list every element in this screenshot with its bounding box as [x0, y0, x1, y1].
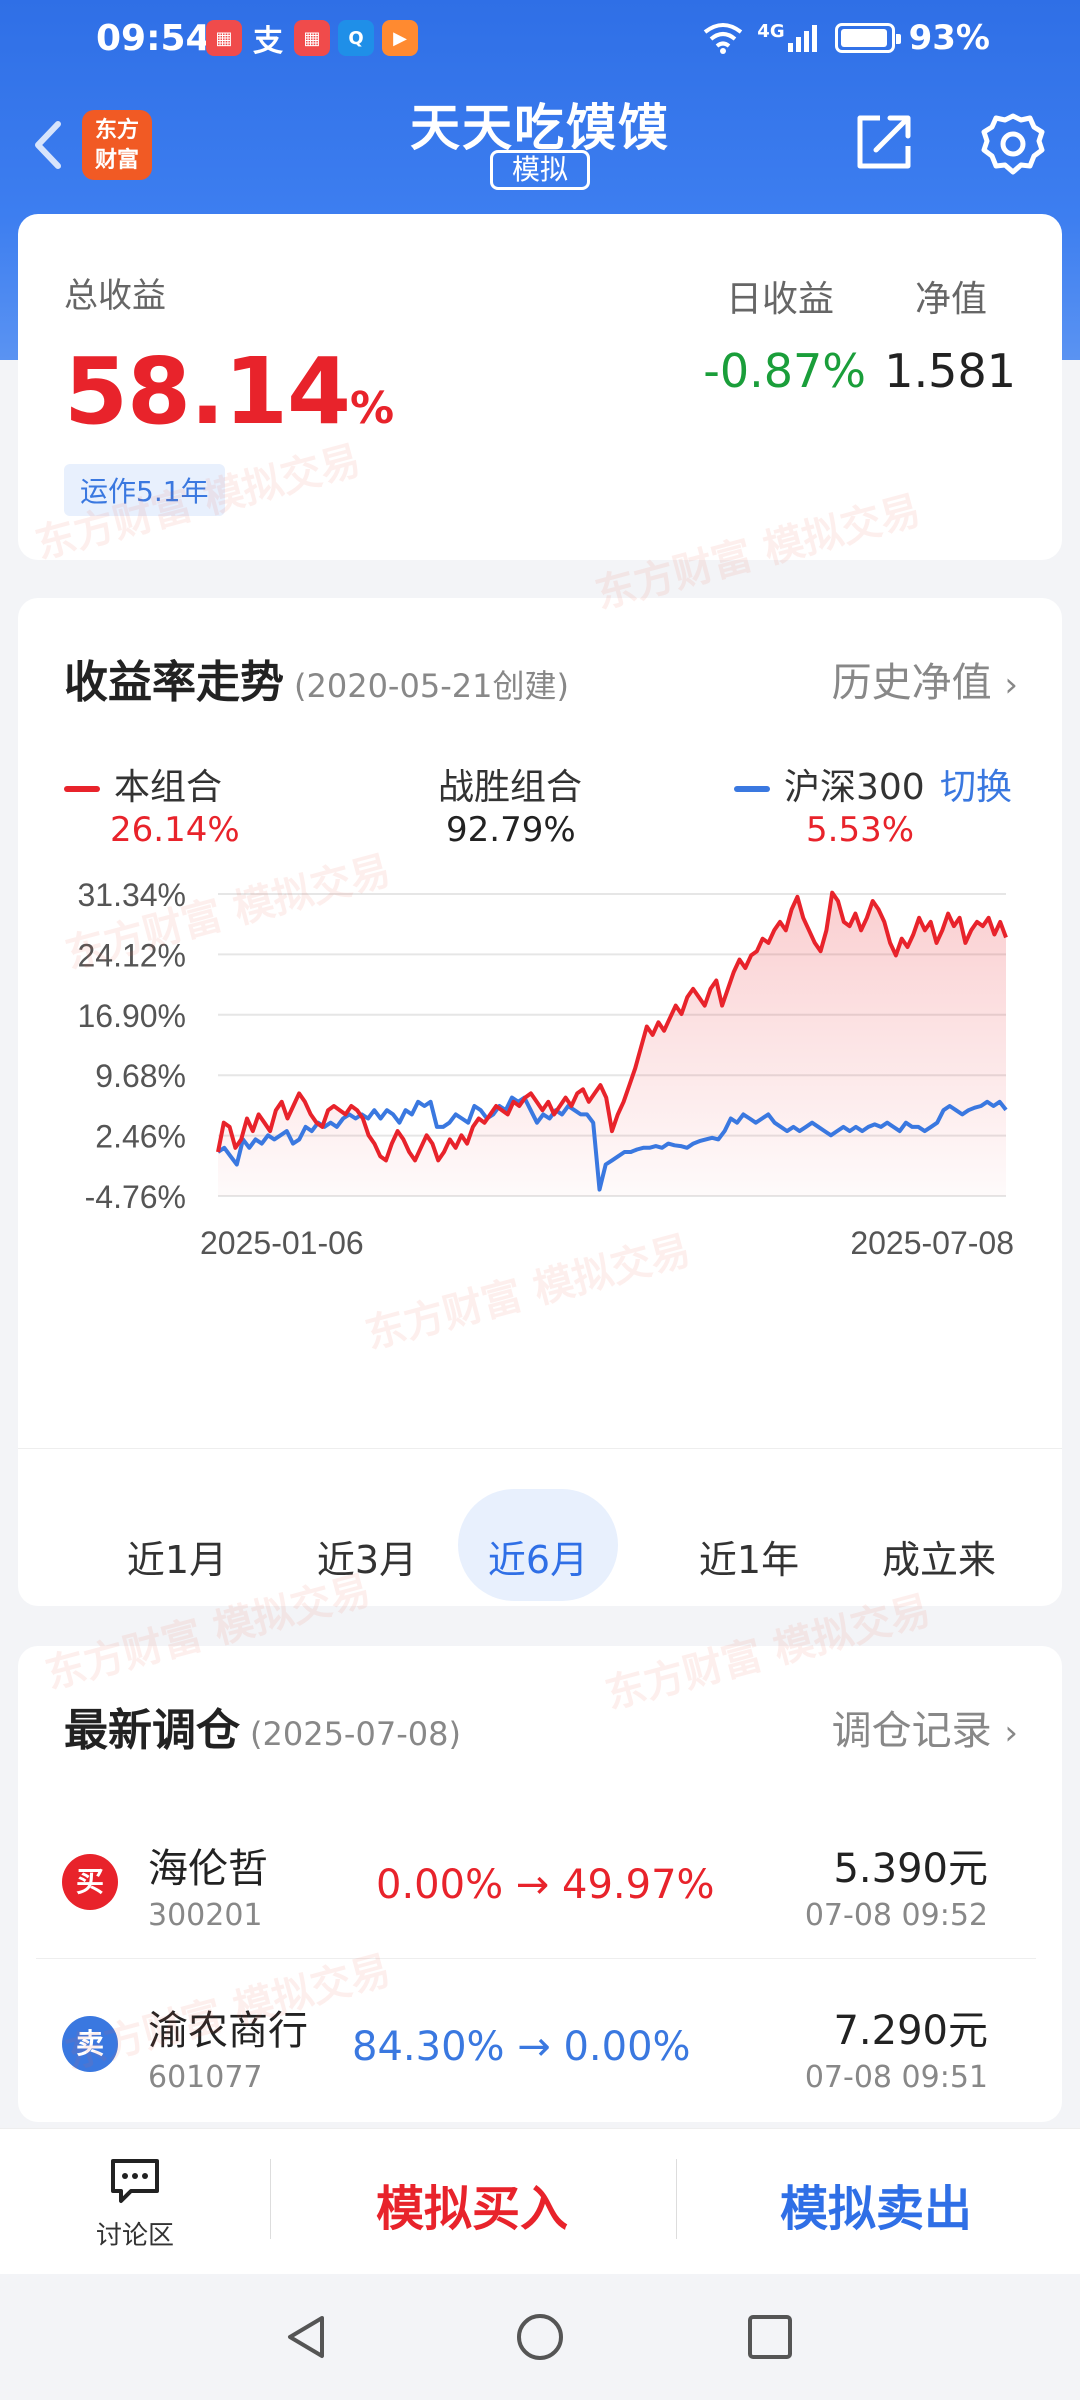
trend-title: 收益率走势 (2020-05-21创建): [64, 657, 569, 708]
legend-index: 沪深300: [734, 758, 925, 810]
y-tick-label: 24.12%: [77, 937, 186, 973]
status-bar: 09:54 ▦ 支 ▦ Q ▶ 4G 93%: [0, 0, 1080, 80]
battery-percent: 93%: [908, 18, 990, 58]
y-tick-label: 2.46%: [95, 1119, 186, 1155]
legend-beat: 战胜组合: [438, 767, 583, 808]
return-chart: 31.34% 24.12% 16.90% 9.68% 2.46% -4.76% 2025-…: [77, 877, 1014, 1261]
system-nav-bar: [0, 2274, 1080, 2400]
y-tick-label: 16.90%: [77, 998, 186, 1034]
alipay-icon: 支: [253, 24, 283, 59]
huawei-app-icon: ▦: [294, 20, 330, 56]
total-return-label: 总收益: [64, 276, 166, 316]
range-6m[interactable]: 近6月: [487, 1538, 589, 1582]
series-area-mine: [218, 892, 1006, 1196]
range-selector: 近1月 近3月 近6月 近1年 成立来: [18, 1448, 1062, 1648]
net-value-label: 净值: [915, 279, 988, 320]
position-change: 84.30% → 0.00%: [352, 2024, 691, 2070]
nav-recents-icon[interactable]: [745, 2312, 795, 2362]
legend-blue-line: [734, 786, 770, 792]
trade-row[interactable]: 卖 渝农商行 601077 84.30% → 0.00% 7.290元 07-0…: [18, 1968, 1062, 2128]
rebalance-title: 最新调仓 (2025-07-08): [64, 1705, 461, 1756]
position-change: 0.00% → 49.97%: [376, 1862, 715, 1908]
battery-icon: [834, 23, 901, 53]
page-title: 天天吃馍馍: [410, 99, 670, 157]
back-icon[interactable]: [20, 110, 80, 180]
simulate-sell-button[interactable]: 模拟卖出: [779, 2181, 972, 2237]
run-duration-tag: 运作5.1年: [64, 464, 225, 516]
status-right: 4G 93%: [703, 18, 990, 58]
active-range-highlight: [458, 1489, 618, 1601]
video-app-icon: ▶: [382, 20, 418, 56]
chevron-right-icon: ›: [1004, 665, 1018, 705]
chat-bubble-icon: [111, 2159, 159, 2203]
x-tick-end: 2025-07-08: [850, 1225, 1014, 1261]
daily-return-value: -0.87%: [703, 344, 866, 398]
bottom-action-bar: 讨论区 模拟买入 模拟卖出: [0, 2128, 1080, 2274]
nav-back-icon[interactable]: [282, 2312, 332, 2362]
range-since-inception[interactable]: 成立来: [881, 1538, 996, 1582]
chevron-right-icon: ›: [1004, 1713, 1018, 1753]
huawei-app-icon: ▦: [206, 20, 242, 56]
settings-gear-icon[interactable]: [978, 110, 1048, 180]
signal-icon: [787, 25, 817, 52]
stock-code: 300201: [148, 1898, 263, 1933]
rebalance-history-link[interactable]: 调仓记录 ›: [831, 1708, 1018, 1754]
history-nav-link[interactable]: 历史净值 ›: [831, 660, 1018, 706]
status-time: 09:54: [96, 18, 211, 59]
stock-name: 海伦哲: [148, 1846, 268, 1892]
series-line-mine: [216, 890, 1008, 1163]
range-1y[interactable]: 近1年: [698, 1538, 800, 1582]
trend-card: 收益率走势 (2020-05-21创建) 历史净值 › 本组合 26.14% 战胜…: [18, 598, 1062, 1606]
sell-badge-icon: 卖: [62, 2016, 118, 2072]
divider: [676, 2159, 677, 2239]
daily-return-label: 日收益: [726, 279, 835, 320]
rebalance-card: 最新调仓 (2025-07-08) 调仓记录 › 买 海伦哲 300201 0.0…: [18, 1646, 1062, 2122]
trade-price: 7.290元: [833, 2008, 988, 2054]
buy-badge-icon: 买: [62, 1854, 118, 1910]
wifi-icon: [704, 23, 743, 54]
simulation-tag: 模拟: [490, 150, 590, 190]
notification-icons: ▦ 支 ▦ Q ▶: [206, 20, 418, 59]
x-tick-start: 2025-01-06: [200, 1225, 364, 1261]
y-tick-label: 31.34%: [77, 877, 186, 913]
legend-index-value: 5.53%: [806, 810, 915, 850]
series-line-index: [216, 1095, 1008, 1192]
share-icon[interactable]: [852, 110, 916, 174]
legend-red-line: [64, 786, 100, 792]
app-header: 天天吃馍馍 模拟 东方 财富: [0, 80, 1080, 210]
range-3m[interactable]: 近3月: [316, 1538, 418, 1582]
discussion-label: 讨论区: [95, 2221, 174, 2251]
legend-beat-value: 92.79%: [446, 810, 576, 850]
row-divider: [36, 1958, 1036, 1959]
trade-time: 07-08 09:51: [804, 2060, 988, 2095]
stock-code: 601077: [148, 2060, 263, 2095]
trade-time: 07-08 09:52: [804, 1898, 988, 1933]
total-return-value: 58.14%: [64, 338, 394, 445]
y-tick-label: -4.76%: [85, 1179, 186, 1215]
divider: [270, 2159, 271, 2239]
discussion-button[interactable]: 讨论区: [60, 2157, 210, 2252]
stock-name: 渝农商行: [148, 2008, 308, 2054]
simulate-buy-button[interactable]: 模拟买入: [375, 2181, 568, 2237]
net-value: 1.581: [884, 344, 1016, 398]
search-app-icon: Q: [338, 20, 374, 56]
nav-home-icon[interactable]: [515, 2312, 565, 2362]
summary-card: 总收益 58.14% 运作5.1年 日收益 净值 -0.87% 1.581: [18, 214, 1062, 560]
trade-row[interactable]: 买 海伦哲 300201 0.00% → 49.97% 5.390元 07-08…: [18, 1806, 1062, 1966]
switch-benchmark-button[interactable]: 切换: [940, 767, 1013, 808]
trade-price: 5.390元: [833, 1846, 988, 1892]
legend-mine-value: 26.14%: [110, 810, 240, 850]
legend-mine: 本组合: [64, 758, 222, 810]
range-1m[interactable]: 近1月: [126, 1538, 228, 1582]
y-tick-label: 9.68%: [95, 1058, 186, 1094]
app-logo: 东方 财富: [82, 110, 152, 180]
network-type: 4G: [757, 20, 785, 42]
